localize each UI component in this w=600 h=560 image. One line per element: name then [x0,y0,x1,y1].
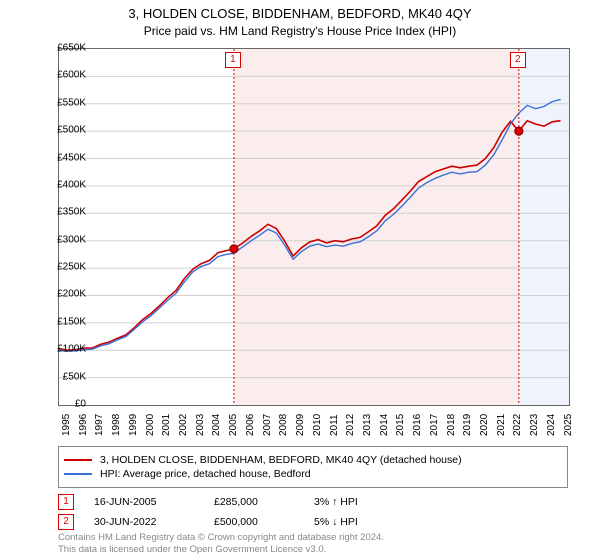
x-tick-label: 2013 [362,414,373,436]
y-tick-label: £350K [57,207,86,218]
y-tick-label: £650K [57,43,86,54]
x-tick-label: 2006 [245,414,256,436]
y-tick-label: £450K [57,152,86,163]
event-list: 1 16-JUN-2005 £285,000 3% ↑ HPI 2 30-JUN… [58,490,568,534]
y-tick-label: £400K [57,179,86,190]
x-tick-label: 2001 [161,414,172,436]
event-marker-box: 2 [58,514,74,530]
event-row: 2 30-JUN-2022 £500,000 5% ↓ HPI [58,514,568,530]
y-tick-label: £550K [57,97,86,108]
y-tick-label: £500K [57,125,86,136]
x-tick-label: 2025 [563,414,574,436]
chart-area [58,48,570,406]
event-delta: 3% ↑ HPI [314,496,358,508]
y-tick-label: £150K [57,316,86,327]
x-tick-label: 2019 [462,414,473,436]
x-tick-label: 1999 [128,414,139,436]
event-price: £500,000 [214,516,314,528]
x-tick-label: 2005 [228,414,239,436]
y-tick-label: £250K [57,262,86,273]
y-tick-label: £200K [57,289,86,300]
y-tick-label: £50K [63,371,86,382]
legend-row: 3, HOLDEN CLOSE, BIDDENHAM, BEDFORD, MK4… [64,454,562,466]
x-tick-label: 2010 [312,414,323,436]
event-date: 30-JUN-2022 [94,516,214,528]
x-tick-label: 2011 [329,414,340,436]
x-tick-label: 2003 [195,414,206,436]
x-tick-label: 1998 [111,414,122,436]
chart-titles: 3, HOLDEN CLOSE, BIDDENHAM, BEDFORD, MK4… [0,6,600,38]
event-price: £285,000 [214,496,314,508]
x-tick-label: 2020 [479,414,490,436]
x-tick-label: 2009 [295,414,306,436]
legend: 3, HOLDEN CLOSE, BIDDENHAM, BEDFORD, MK4… [58,446,568,488]
chart-marker-label: 1 [225,52,241,68]
footer-line: Contains HM Land Registry data © Crown c… [58,532,580,544]
event-marker-box: 1 [58,494,74,510]
x-tick-label: 1997 [94,414,105,436]
x-tick-label: 2016 [412,414,423,436]
x-tick-label: 2014 [379,414,390,436]
x-tick-label: 2002 [178,414,189,436]
x-tick-label: 2017 [429,414,440,436]
legend-label: HPI: Average price, detached house, Bedf… [100,468,311,480]
chart-subtitle: Price paid vs. HM Land Registry's House … [0,24,600,38]
x-tick-label: 2015 [395,414,406,436]
event-row: 1 16-JUN-2005 £285,000 3% ↑ HPI [58,494,568,510]
footer: Contains HM Land Registry data © Crown c… [58,532,580,556]
chart-svg [59,49,569,405]
y-tick-label: £0 [75,399,86,410]
x-tick-label: 2018 [446,414,457,436]
x-tick-label: 2007 [262,414,273,436]
x-tick-label: 2022 [512,414,523,436]
chart-title: 3, HOLDEN CLOSE, BIDDENHAM, BEDFORD, MK4… [0,6,600,21]
chart-marker-label: 2 [510,52,526,68]
x-tick-label: 2012 [345,414,356,436]
x-tick-label: 2004 [211,414,222,436]
event-delta: 5% ↓ HPI [314,516,358,528]
y-tick-label: £300K [57,234,86,245]
footer-line: This data is licensed under the Open Gov… [58,544,580,556]
x-tick-label: 2024 [546,414,557,436]
x-tick-label: 2000 [145,414,156,436]
legend-swatch [64,459,92,461]
x-tick-label: 2008 [278,414,289,436]
legend-label: 3, HOLDEN CLOSE, BIDDENHAM, BEDFORD, MK4… [100,454,462,466]
event-date: 16-JUN-2005 [94,496,214,508]
legend-swatch [64,473,92,475]
y-tick-label: £100K [57,344,86,355]
x-tick-label: 1996 [78,414,89,436]
x-tick-label: 1995 [61,414,72,436]
x-tick-label: 2021 [496,414,507,436]
x-tick-label: 2023 [529,414,540,436]
y-tick-label: £600K [57,70,86,81]
legend-row: HPI: Average price, detached house, Bedf… [64,468,562,480]
